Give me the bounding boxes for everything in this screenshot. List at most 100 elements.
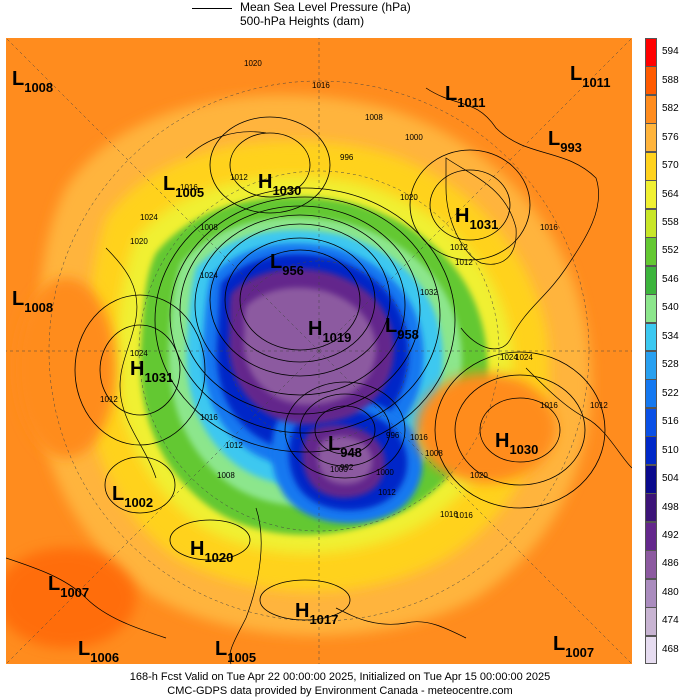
low-pressure-center: L1008 xyxy=(12,68,53,95)
colorbar-tick-label: 546 xyxy=(662,273,679,285)
system-pressure: 1007 xyxy=(60,585,89,600)
system-pressure: 1031 xyxy=(469,217,498,232)
heights-legend-label: 500-hPa Heights (dam) xyxy=(240,14,365,28)
system-type: L xyxy=(48,573,60,595)
low-pressure-center: L1005 xyxy=(215,638,256,664)
system-pressure: 1030 xyxy=(509,442,538,457)
high-pressure-center: H1030 xyxy=(258,171,301,198)
colorbar-cell xyxy=(645,436,657,466)
contour-label: 1016 xyxy=(455,511,473,520)
system-pressure: 1017 xyxy=(309,612,338,627)
high-pressure-center: H1031 xyxy=(130,358,173,385)
system-pressure: 1005 xyxy=(175,185,204,200)
isobar-contour xyxy=(104,456,176,514)
system-type: L xyxy=(12,68,24,90)
system-pressure: 993 xyxy=(560,140,582,155)
isobar-contour xyxy=(409,149,531,261)
colorbar xyxy=(645,38,657,665)
isobar-contour xyxy=(299,393,391,467)
isobars xyxy=(74,116,606,621)
weather-map: 1020 1016 1008 1000 1012 1016 1024 1008 1012 1016… xyxy=(6,38,632,664)
colorbar-cell xyxy=(645,294,657,324)
system-type: L xyxy=(548,128,560,150)
colorbar-tick-label: 516 xyxy=(662,416,679,428)
colorbar-tick-label: 474 xyxy=(662,615,679,627)
isobar-contour xyxy=(284,381,406,479)
low-pressure-center: L1008 xyxy=(12,288,53,315)
colorbar-tick-label: 534 xyxy=(662,330,679,342)
system-pressure: 1011 xyxy=(582,75,610,90)
system-type: L xyxy=(78,638,90,660)
isobar-contour xyxy=(259,579,351,621)
low-pressure-center: L1002 xyxy=(112,483,153,510)
colorbar-cell xyxy=(645,265,657,295)
colorbar-tick-label: 486 xyxy=(662,558,679,570)
colorbar-cell xyxy=(645,379,657,409)
contour-label: 1012 xyxy=(590,401,608,410)
colorbar-tick-label: 588 xyxy=(662,74,679,86)
colorbar-tick-label: 504 xyxy=(662,473,679,485)
contour-label: 1024 xyxy=(200,271,218,280)
isobar-contour xyxy=(74,294,206,446)
system-type: L xyxy=(385,315,397,337)
system-type: H xyxy=(295,600,309,622)
colorbar-cell xyxy=(645,550,657,580)
system-pressure: 1002 xyxy=(124,495,153,510)
colorbar-cell xyxy=(645,322,657,352)
system-type: L xyxy=(553,633,565,655)
colorbar-tick-label: 480 xyxy=(662,586,679,598)
colorbar-cell xyxy=(645,635,657,665)
system-pressure: 1031 xyxy=(144,370,173,385)
isobar-contour xyxy=(209,116,331,214)
colorbar-cell xyxy=(645,521,657,551)
system-type: L xyxy=(570,63,582,85)
contour-label: 1016 xyxy=(440,510,458,519)
contour-label: 992 xyxy=(340,463,354,472)
high-pressure-center: H1031 xyxy=(455,205,498,232)
isobar-contour xyxy=(209,223,391,377)
colorbar-tick-label: 498 xyxy=(662,501,679,513)
isobar-contour xyxy=(99,324,181,416)
system-pressure: 956 xyxy=(282,263,304,278)
contour-label: 1012 xyxy=(100,395,118,404)
contour-label: 1020 xyxy=(400,193,418,202)
contour-label: 1000 xyxy=(376,468,394,477)
system-pressure: 1008 xyxy=(24,300,53,315)
system-type: H xyxy=(130,358,144,380)
high-pressure-center: H1030 xyxy=(495,430,538,457)
low-pressure-center: L1011 xyxy=(570,63,610,90)
contour-label: 1016 xyxy=(312,81,330,90)
system-pressure: 1020 xyxy=(204,550,233,565)
isobar-contour xyxy=(229,132,311,198)
contour-label: 1024 xyxy=(130,349,148,358)
isobar-contour xyxy=(479,397,561,463)
system-pressure: 1007 xyxy=(565,645,594,660)
contour-label: 1008 xyxy=(217,471,235,480)
isobar-contour xyxy=(154,187,456,453)
system-type: L xyxy=(215,638,227,660)
low-pressure-center: L1005 xyxy=(163,173,204,200)
colorbar-cell xyxy=(645,493,657,523)
system-pressure: 958 xyxy=(397,327,419,342)
contour-label: 1024 xyxy=(515,353,533,362)
contour-label: 1020 xyxy=(244,59,262,68)
forecast-validity-text: 168-h Fcst Valid on Tue Apr 22 00:00:00 … xyxy=(129,671,551,683)
system-type: L xyxy=(328,433,340,455)
system-type: H xyxy=(258,171,272,193)
contour-label: 1012 xyxy=(450,243,468,252)
system-type: L xyxy=(445,83,457,105)
contour-label: 1016 xyxy=(180,183,198,192)
system-pressure: 1008 xyxy=(24,80,53,95)
isobar-contour xyxy=(179,205,421,415)
system-type: L xyxy=(270,251,282,273)
system-pressure: 1006 xyxy=(90,650,119,664)
system-type: H xyxy=(190,538,204,560)
system-type: L xyxy=(12,288,24,310)
colorbar-tick-label: 582 xyxy=(662,103,679,115)
colorbar-cell xyxy=(645,180,657,210)
colorbar-tick-label: 552 xyxy=(662,245,679,257)
system-type: L xyxy=(163,173,175,195)
system-pressure: 1019 xyxy=(322,330,351,345)
colorbar-cell xyxy=(645,94,657,124)
